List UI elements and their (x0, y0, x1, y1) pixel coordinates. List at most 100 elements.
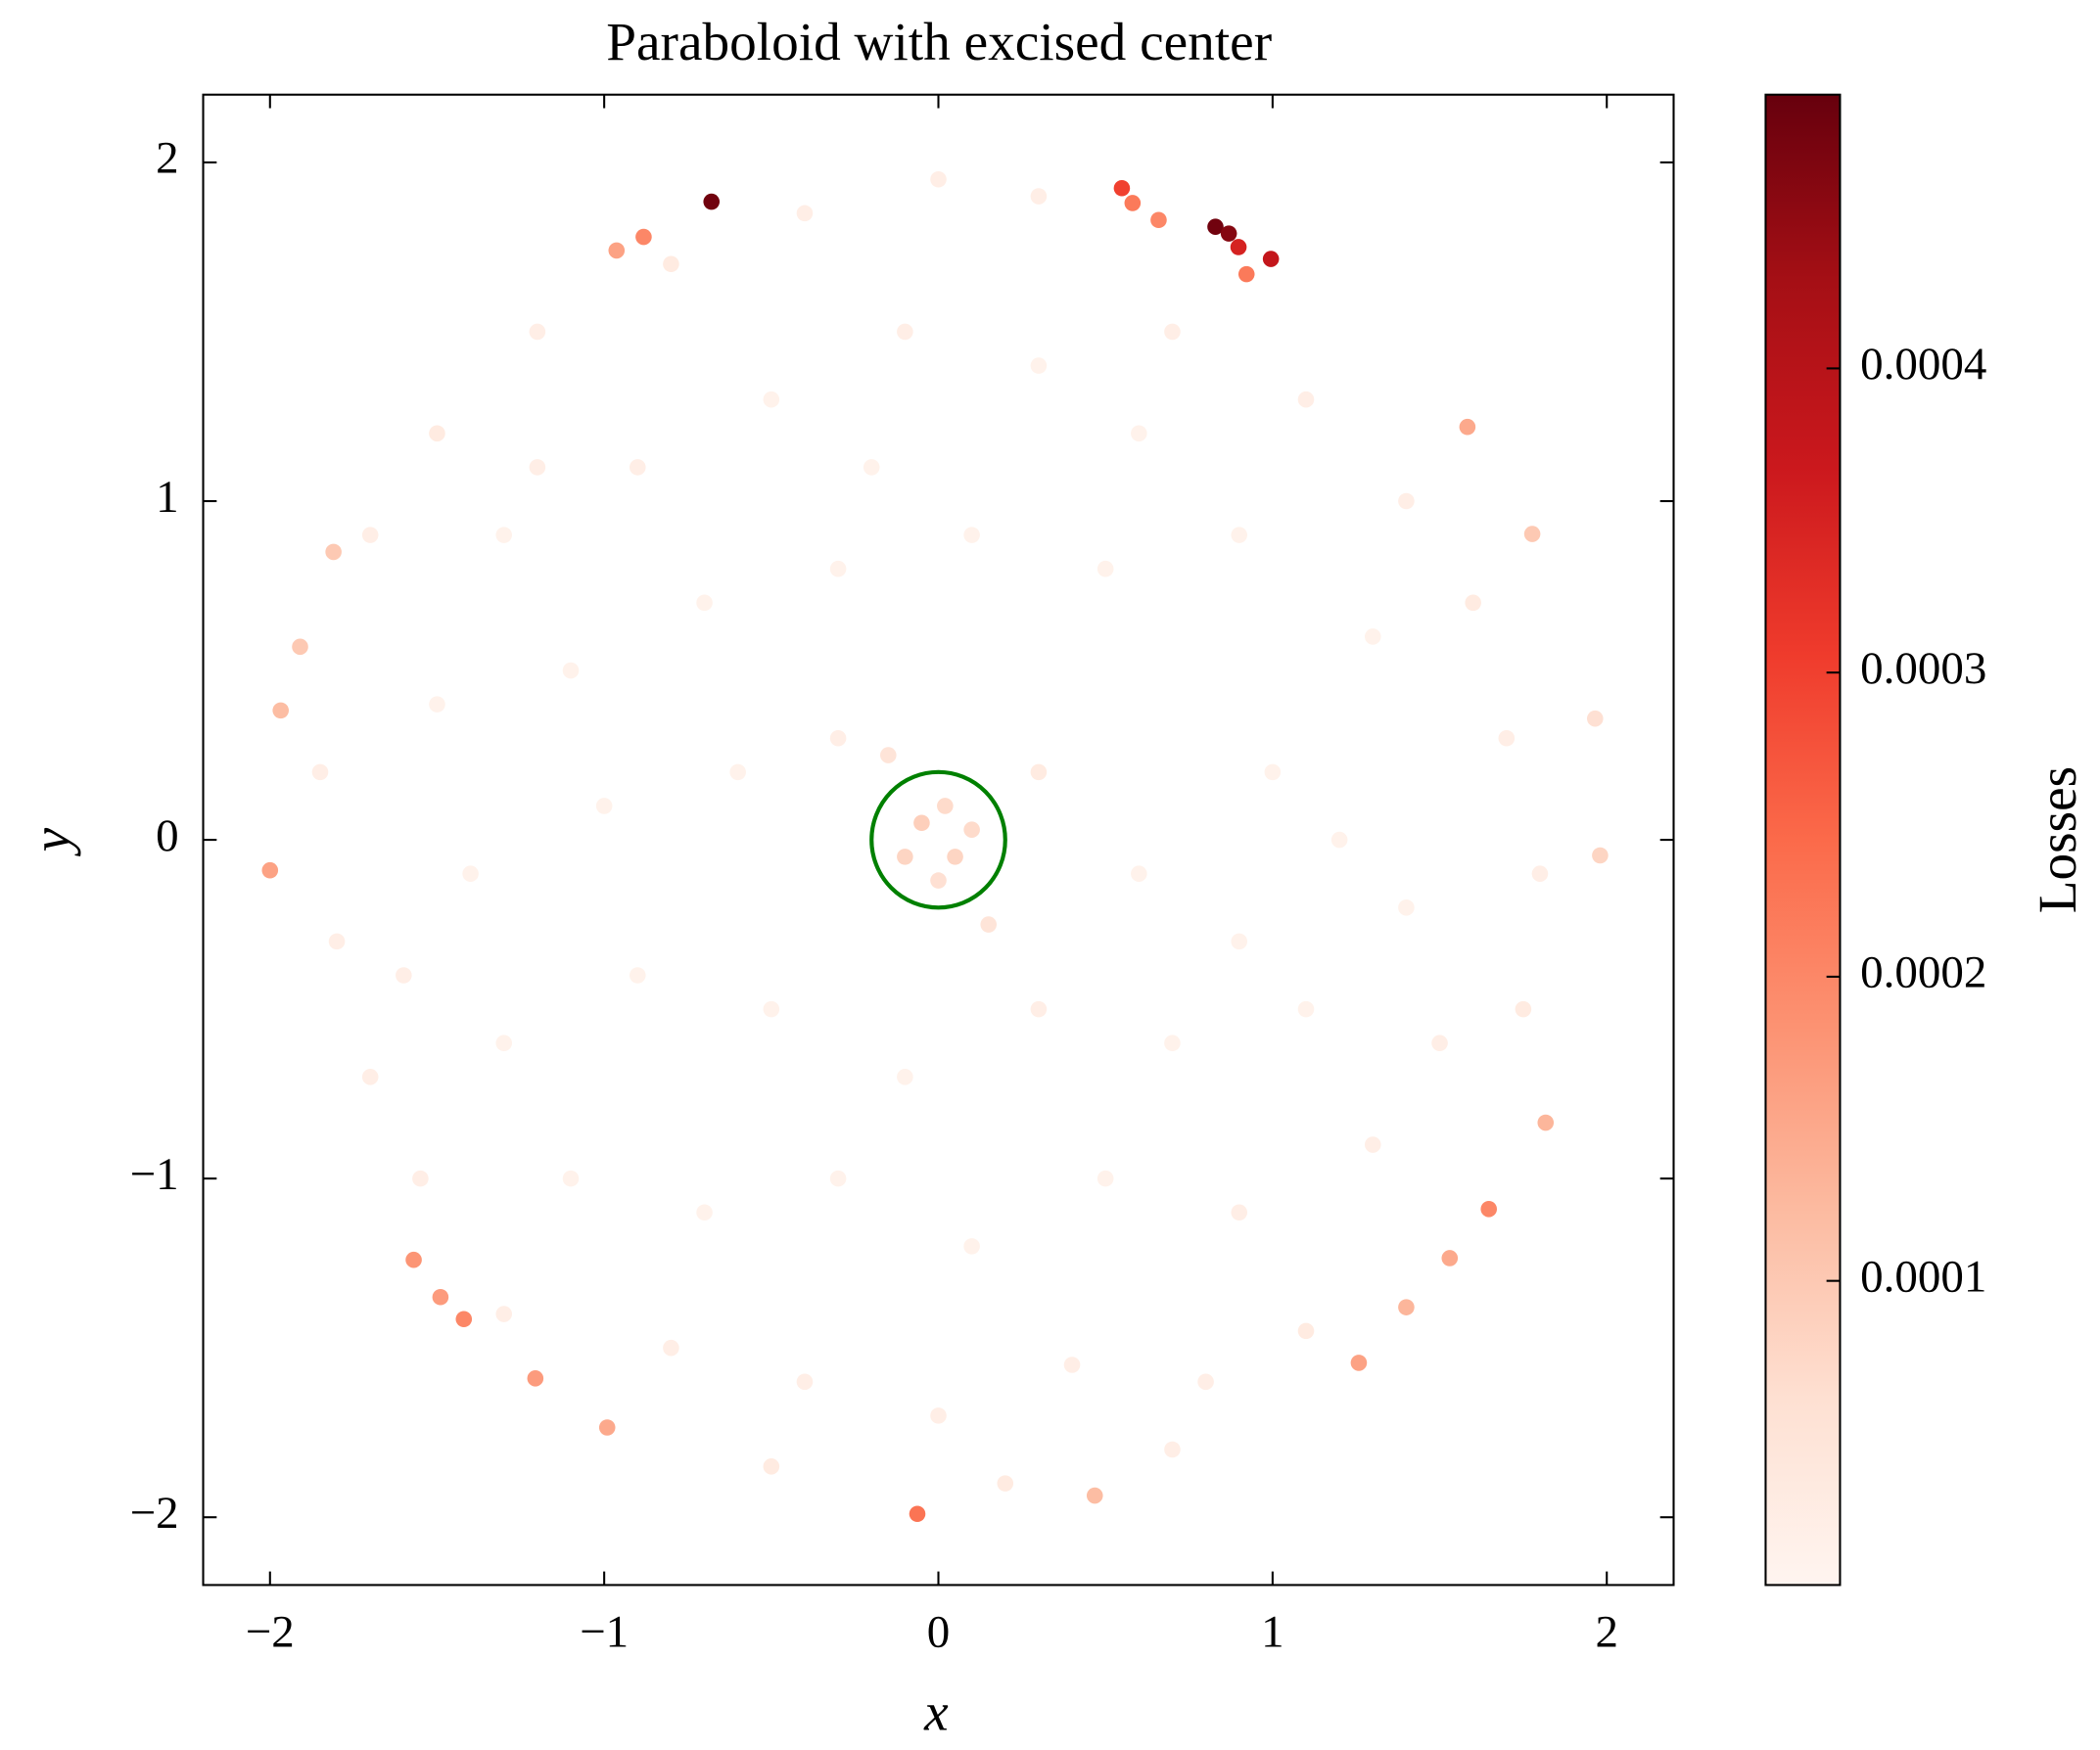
scatter-point (1523, 526, 1541, 542)
scatter-point (696, 1204, 713, 1221)
scatter-point (412, 1170, 429, 1187)
scatter-point (608, 242, 626, 259)
scatter-point (1164, 323, 1181, 341)
scatter-point (763, 1000, 780, 1018)
scatter-point (796, 1373, 814, 1391)
scatter-point (629, 967, 646, 984)
scatter-point (1230, 239, 1247, 255)
scatter-point (311, 763, 329, 781)
scatter-point (897, 1069, 913, 1085)
scatter-point (261, 861, 279, 879)
scatter-point (1515, 1000, 1532, 1018)
scatter-point (913, 814, 930, 832)
colorbar-tick-label: 0.0002 (1860, 947, 1986, 998)
scatter-point (1297, 1322, 1315, 1340)
scatter-point (963, 1238, 980, 1255)
scatter-point (1030, 1000, 1048, 1018)
scatter-point (1220, 225, 1237, 242)
scatter-point (980, 916, 997, 933)
scatter-point (272, 702, 290, 719)
colorbar-label: Losses (2028, 766, 2087, 913)
scatter-point (829, 1170, 847, 1187)
scatter-point (1398, 898, 1415, 916)
scatter-point (1586, 710, 1604, 727)
scatter-point (829, 560, 847, 577)
scatter-point (1330, 831, 1348, 849)
y-tick-label: 1 (156, 472, 178, 523)
x-tick-label: 0 (927, 1607, 950, 1658)
x-tick-label: 2 (1595, 1607, 1617, 1658)
scatter-point (947, 849, 963, 865)
scatter-point (663, 255, 679, 273)
scatter-point (361, 1069, 379, 1085)
scatter-point (328, 933, 346, 950)
scatter-point (396, 967, 412, 984)
scatter-point (937, 798, 954, 814)
scatter-point (1231, 527, 1248, 543)
scatter-point (796, 205, 814, 222)
scatter-point (1537, 1114, 1555, 1131)
scatter-point (909, 1505, 926, 1523)
scatter-point (1231, 1204, 1248, 1221)
scatter-point (405, 1251, 422, 1268)
y-tick-label: −1 (130, 1149, 179, 1200)
scatter-point (829, 729, 847, 747)
plot-frame (202, 93, 1675, 1587)
scatter-point (1531, 865, 1549, 882)
scatter-point (729, 763, 746, 781)
scatter-point (1164, 1035, 1181, 1052)
excised-circle (869, 769, 1007, 910)
scatter-point (1030, 763, 1048, 781)
scatter-point (1431, 1035, 1448, 1052)
scatter-point (1459, 418, 1476, 436)
colorbar-tick-label: 0.0003 (1860, 643, 1986, 694)
chart-title: Paraboloid with excised center (606, 12, 1272, 71)
scatter-point (629, 459, 646, 476)
scatter-point (429, 425, 445, 442)
y-tick-label: −2 (130, 1488, 179, 1539)
scatter-point (1398, 1299, 1415, 1315)
scatter-point (1398, 492, 1415, 510)
scatter-point (1131, 865, 1147, 882)
x-tick-label: 1 (1261, 1607, 1283, 1658)
scatter-point (1063, 1357, 1081, 1373)
scatter-point (963, 527, 980, 543)
scatter-point (1592, 847, 1609, 864)
scatter-point (1030, 188, 1048, 205)
scatter-point (763, 1458, 780, 1475)
scatter-point (1350, 1355, 1368, 1371)
scatter-point (1498, 729, 1516, 747)
scatter-point (495, 1306, 513, 1322)
scatter-point (930, 1407, 947, 1424)
scatter-point (930, 872, 947, 889)
scatter-point (696, 594, 713, 612)
scatter-point (663, 1339, 679, 1357)
scatter-point (1297, 1000, 1315, 1018)
scatter-point (930, 170, 947, 188)
scatter-point (527, 1370, 544, 1387)
scatter-point (495, 527, 513, 543)
scatter-point (429, 696, 445, 713)
scatter-point (1113, 179, 1131, 197)
scatter-point (1480, 1200, 1498, 1218)
scatter-point (325, 543, 342, 561)
scatter-point (1097, 1170, 1114, 1187)
x-axis-label: x (923, 1682, 949, 1742)
colorbar-tick-label: 0.0004 (1860, 339, 1986, 390)
scatter-points (261, 170, 1609, 1523)
scatter-point (897, 849, 913, 865)
x-tick-label: −2 (246, 1607, 295, 1658)
scatter-point (1364, 1136, 1381, 1153)
scatter-point (1124, 195, 1142, 211)
scatter-point (562, 662, 580, 679)
scatter-point (635, 228, 652, 246)
scatter-point (1264, 763, 1282, 781)
scatter-point (1164, 1441, 1181, 1458)
y-axis-label: y (22, 827, 81, 856)
colorbar (1764, 93, 1842, 1587)
scatter-point (880, 747, 897, 763)
scatter-point (361, 527, 379, 543)
y-tick-label: 0 (156, 810, 178, 861)
scatter-point (1262, 251, 1280, 267)
colorbar-tick-label: 0.0001 (1860, 1251, 1986, 1302)
